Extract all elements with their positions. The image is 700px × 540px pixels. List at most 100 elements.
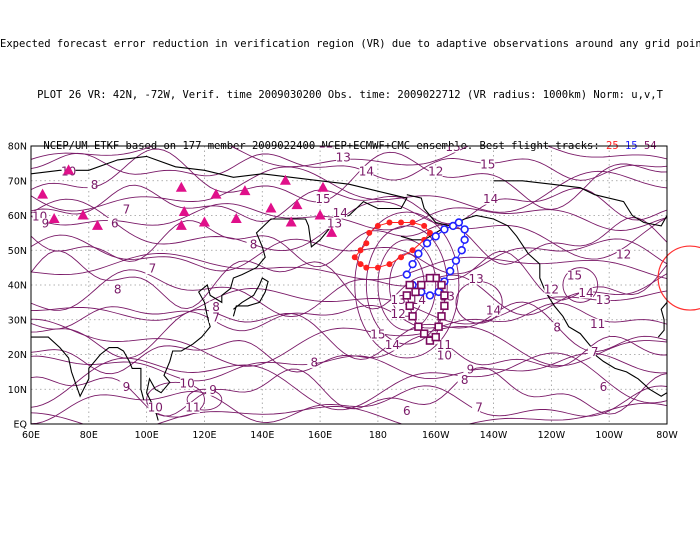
contour-label: 6: [111, 216, 119, 230]
contour-label-bg: [391, 308, 406, 320]
triangle-marker: [210, 188, 222, 199]
contour-label: 14: [333, 206, 348, 220]
contour-label-bg: [206, 384, 215, 396]
contour-label: 14: [411, 293, 426, 307]
contour-label-bg: [385, 339, 400, 351]
contour-label: 11: [437, 130, 452, 144]
contour-label-bg: [567, 270, 582, 282]
header-line-1: Expected forecast error reduction in ver…: [0, 38, 700, 50]
contour-label: 15: [315, 192, 330, 206]
track-25-point: [398, 254, 405, 261]
contour-line: [31, 152, 667, 181]
triangle-marker: [37, 188, 49, 199]
contour-line: [31, 402, 667, 424]
header-line-2: PLOT 26 VR: 42N, -72W, Verif. time 20090…: [37, 89, 663, 101]
lon-label: 160W: [422, 430, 450, 441]
contour-label: 14: [385, 338, 400, 352]
track-54-point: [434, 322, 443, 331]
track-54-point: [425, 273, 435, 283]
contour-label-bg: [590, 318, 605, 330]
track-54-point: [405, 280, 414, 290]
track-15-point: [414, 249, 423, 258]
contour-label-bg: [616, 249, 631, 261]
contour-label: 7: [123, 203, 131, 217]
track-25-point: [409, 219, 416, 226]
contour-label-bg: [185, 402, 200, 414]
contour-label-bg: [209, 311, 218, 323]
contour-label-bg: [110, 283, 119, 295]
contour-label-bg: [359, 165, 374, 177]
contour-label: 7: [212, 310, 220, 324]
contour-line: [31, 148, 667, 210]
contour-labels: 1081097678791010119887867891011121314151…: [32, 130, 631, 418]
track-25-point: [363, 264, 370, 271]
lat-label: 40N: [8, 281, 27, 292]
triangle-marker: [285, 216, 297, 227]
triangle-marker: [230, 212, 242, 223]
lon-label: 120E: [192, 430, 216, 441]
contour-label-bg: [327, 217, 342, 229]
contour-label-bg: [480, 158, 495, 170]
triangle-marker: [175, 181, 187, 192]
contour-label-bg: [428, 165, 443, 177]
contour-loop: [562, 267, 599, 303]
contour-line: [31, 301, 667, 360]
contour-line: [31, 335, 667, 375]
contour-label: 12: [616, 248, 631, 262]
triangle-marker: [77, 209, 89, 220]
contour-line: [31, 352, 667, 382]
longitude-labels: 60E 80E 100E 120E 140E 160E 180 160W 140W 120W 100…: [22, 430, 678, 441]
contour-line: [31, 302, 667, 332]
contour-label-bg: [107, 217, 116, 229]
track-54-point: [437, 312, 446, 321]
contour-label: 13: [469, 272, 484, 286]
lon-label: 180: [369, 430, 387, 441]
contour-label-bg: [579, 287, 594, 299]
contour-label-bg: [446, 146, 461, 153]
track-54-point: [419, 329, 429, 338]
contour-line: [31, 318, 667, 367]
contour-loop: [146, 381, 205, 418]
contour-label: 9: [123, 380, 131, 394]
contour-label: 11: [590, 317, 605, 331]
contour-label: 13: [445, 140, 460, 154]
track-15-point: [425, 291, 435, 300]
triangle-marker: [63, 164, 75, 175]
latitude-labels: EQ 10N 20N 30N 40N 50N 60N 70N 80N: [8, 142, 27, 431]
triangle-marker: [198, 216, 210, 227]
coastline: [31, 336, 145, 400]
triangle-marker: [317, 181, 329, 192]
triangle-marker: [279, 174, 291, 185]
contour-label-bg: [38, 217, 47, 229]
contour-label-bg: [246, 238, 255, 250]
lat-label: 80N: [8, 142, 27, 153]
lat-label: 20N: [8, 350, 27, 361]
contour-line: [31, 198, 667, 260]
track-25-point: [374, 264, 381, 271]
contour-loop: [365, 225, 448, 345]
contour-label: 6: [403, 404, 411, 418]
contour-lines: [31, 146, 667, 424]
contour-label: 7: [475, 401, 483, 415]
contour-label: 8: [310, 355, 318, 369]
contour-label-bg: [119, 381, 128, 393]
triangle-marker: [326, 226, 338, 237]
contour-label: 8: [461, 373, 469, 387]
lat-label: 50N: [8, 246, 27, 257]
contour-label-bg: [119, 204, 128, 216]
contour-label-bg: [315, 193, 330, 205]
contour-label-bg: [318, 146, 333, 149]
observation-triangles: [37, 164, 338, 237]
coastline: [657, 302, 667, 338]
coastline: [232, 277, 269, 317]
triangle-marker: [178, 206, 190, 217]
contour-label-bg: [370, 329, 385, 341]
track-54-point: [417, 280, 426, 290]
contour-line: [31, 184, 667, 225]
coastline: [406, 194, 667, 397]
verification-region-circle: [657, 245, 700, 311]
triangle-marker: [91, 219, 103, 230]
contour-label-bg: [336, 151, 351, 163]
contour-label-bg: [148, 402, 163, 414]
track-25-point: [374, 222, 381, 229]
